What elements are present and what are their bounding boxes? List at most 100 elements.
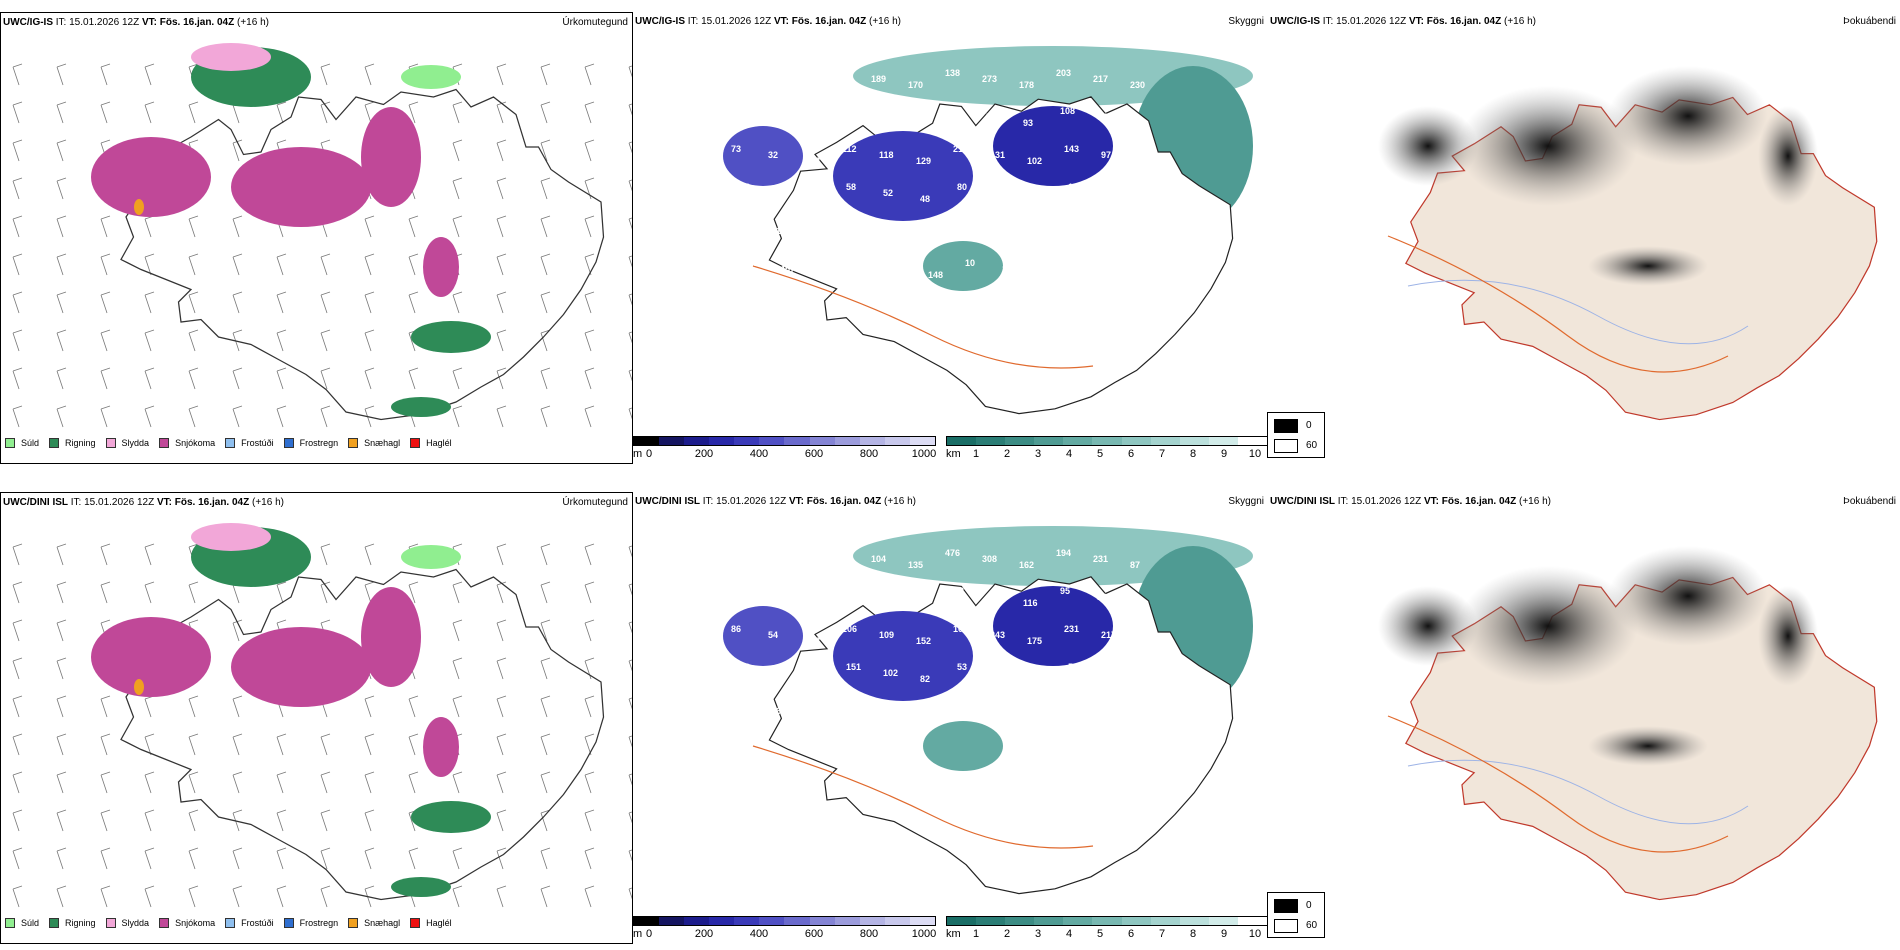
ceiling-label: 137 (801, 118, 816, 128)
legend-swatch (225, 438, 236, 448)
wind-barb (100, 695, 111, 718)
fog-low-swatch (1274, 919, 1298, 933)
ceiling-label: 102 (883, 668, 898, 678)
ceiling-label: 146 (772, 188, 787, 198)
ceiling-label: 32 (768, 150, 778, 160)
init-time: IT: 15.01.2026 12Z (702, 496, 787, 507)
lead-time: (+16 h) (1519, 496, 1551, 507)
ceiling-label: 54 (768, 630, 778, 640)
colorbar-segment (1005, 437, 1035, 445)
road-network (1387, 235, 1729, 373)
wind-barb (496, 543, 507, 566)
ceiling-label: 108 (1060, 106, 1075, 116)
ceiling-label: 143 (1064, 144, 1079, 154)
low-ceiling-area (723, 606, 803, 666)
colorbar-segment (809, 917, 835, 925)
wind-barb (628, 659, 632, 672)
snow-hail-area (134, 679, 144, 695)
fog-index-map-row2: UWC/DINI ISL IT: 15.01.2026 12Z VT: Fös.… (1268, 492, 1900, 944)
wind-barb (496, 177, 507, 200)
wind-barb (56, 405, 67, 428)
colorbar-tick-label: 2 (1003, 928, 1011, 940)
wind-barb (144, 253, 155, 276)
colorbar-tick-label: 6 (1127, 928, 1135, 940)
legend-item: Snæhagl (348, 438, 400, 448)
legend-label: Súld (21, 918, 40, 928)
wind-barb (496, 253, 507, 276)
wind-barb (144, 291, 155, 314)
ceiling-label: 97 (1101, 150, 1111, 160)
low-ceiling-area (833, 131, 973, 221)
low-visibility-area (923, 241, 1003, 291)
init-time: IT: 15.01.2026 12Z (1337, 496, 1422, 507)
wind-barb (12, 291, 23, 314)
precip-map-canvas (12, 523, 632, 908)
colorbar-tick-label: 600 (804, 448, 824, 460)
wind-barb (628, 583, 632, 596)
fog-area (1458, 566, 1638, 686)
snow-hail-area (134, 199, 144, 215)
legend-label: Rigning (65, 438, 96, 448)
wind-barb (540, 329, 551, 352)
legend-item: Rigning (49, 918, 96, 928)
colorbar-segment (634, 437, 660, 445)
ceiling-label: 142 (805, 156, 820, 166)
precip-legend: Súld Rigning Slydda Snjókoma Frostúði Frostre… (5, 915, 462, 931)
colorbar-segment (1121, 917, 1151, 925)
fog-legend-row1: 0 60 (1267, 412, 1325, 458)
wind-barb (364, 101, 375, 124)
ceiling-label: 152 (916, 636, 931, 646)
precip-legend: Súld Rigning Slydda Snjókoma Frostúði Frostre… (5, 435, 462, 451)
wind-barb (144, 771, 155, 794)
drizzle-area (401, 545, 461, 569)
wind-barb (364, 329, 375, 352)
ceiling-label: 93 (1023, 118, 1033, 128)
wind-barb (56, 657, 67, 680)
wind-barb (364, 405, 375, 428)
ceiling-label: 120 (813, 712, 828, 722)
ceiling-label: 125 (875, 112, 890, 122)
wind-barb (100, 367, 111, 390)
wind-barb (408, 291, 419, 314)
colorbar-segment (759, 917, 785, 925)
ceiling-label: 173 (727, 586, 742, 596)
visibility-unit: km (946, 928, 961, 940)
wind-barb (584, 253, 595, 276)
ceiling-label: 203 (772, 668, 787, 678)
colorbar-tick-label: 0 (645, 928, 653, 940)
ceiling-label: 192 (735, 182, 750, 192)
ceiling-label: 48 (994, 668, 1004, 678)
legend-swatch (5, 438, 15, 448)
ceiling-label: 231 (1093, 554, 1108, 564)
ceiling-label: 74 (1134, 598, 1144, 608)
ceiling-label: 102 (949, 586, 964, 596)
wind-barb (12, 367, 23, 390)
valid-time: VT: Fös. 16.jan. 04Z (156, 497, 250, 508)
wind-barb (452, 139, 463, 162)
wind-barb (408, 847, 419, 870)
wind-barb (452, 177, 463, 200)
precip-map-canvas (12, 43, 632, 428)
ceiling-label: 189 (871, 74, 886, 84)
colorbar-tick-label: 400 (749, 448, 769, 460)
wind-barb (408, 733, 419, 756)
colorbar-tick-label: 10 (1248, 928, 1262, 940)
colorbar-segment (784, 917, 810, 925)
ceiling-label: 48 (920, 194, 930, 204)
river-network (1407, 279, 1749, 345)
wind-barb (496, 63, 507, 86)
wind-barb (276, 809, 287, 832)
visibility-unit: km (946, 448, 961, 460)
wind-barb (144, 847, 155, 870)
wind-barb (188, 581, 199, 604)
wind-barb (364, 367, 375, 390)
ceiling-label: 89 (1142, 194, 1152, 204)
ceiling-label: 116 (1023, 598, 1038, 608)
ceiling-label: 87 (1097, 112, 1107, 122)
wind-barb (584, 809, 595, 832)
wind-barb (56, 885, 67, 908)
ceiling-label: 114 (834, 68, 849, 78)
drizzle-area (401, 65, 461, 89)
wind-barb (144, 367, 155, 390)
ceiling-label: 76 (998, 226, 1008, 236)
